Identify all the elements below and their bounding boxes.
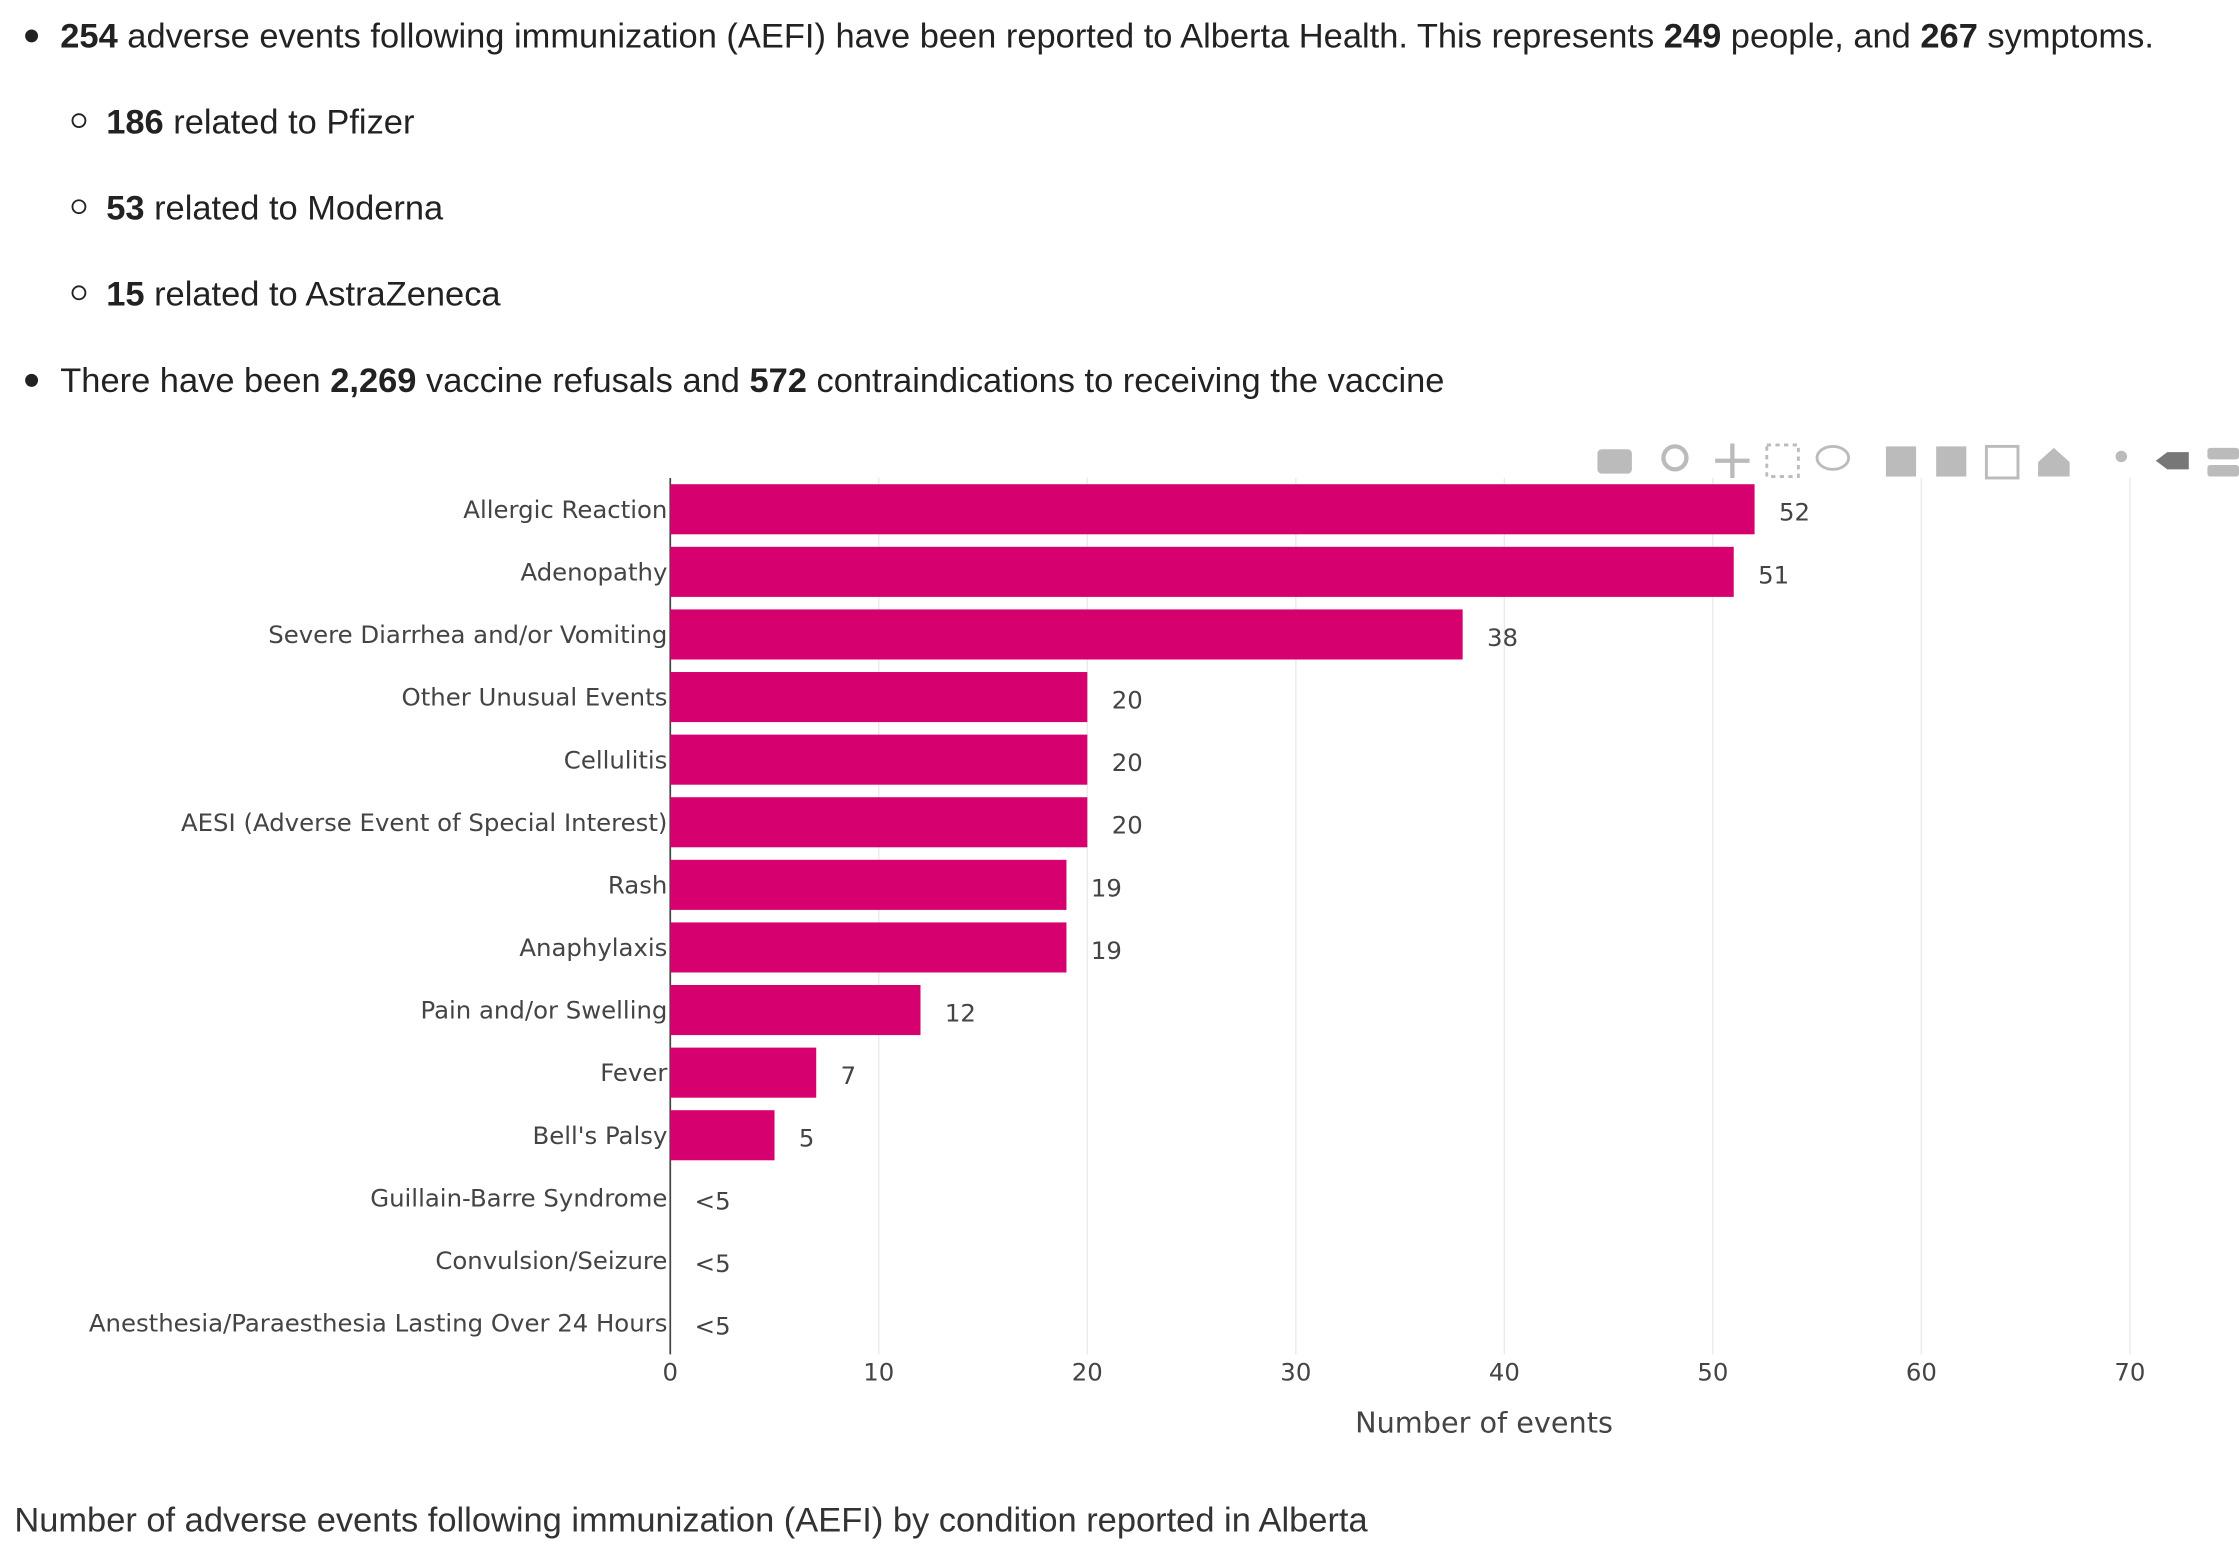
- y-tick-label: Cellulitis: [564, 745, 668, 774]
- autoscale-icon[interactable]: [1984, 444, 2020, 480]
- bar: [670, 985, 921, 1036]
- bullet-dot: [25, 373, 39, 387]
- data-label: 19: [1091, 936, 1122, 965]
- bold-figure: 53: [106, 190, 144, 228]
- text-run: adverse events following immunization (A…: [118, 17, 1664, 55]
- x-axis-title: Number of events: [1355, 1405, 1613, 1439]
- x-tick-label: 60: [1906, 1358, 1937, 1387]
- spike-icon[interactable]: [2115, 450, 2128, 463]
- data-label: 51: [1758, 560, 1789, 589]
- summary-line: 53 related to Moderna: [106, 190, 444, 228]
- text-run: related to Pfizer: [164, 104, 415, 142]
- reset-icon[interactable]: [2038, 447, 2070, 477]
- data-label: <5: [695, 1312, 731, 1341]
- data-label: <5: [695, 1186, 731, 1215]
- caption: Number of adverse events following immun…: [14, 1501, 1368, 1539]
- y-tick-label: Anaphylaxis: [519, 933, 667, 962]
- zoom-in-icon[interactable]: [1885, 446, 1917, 477]
- y-tick-label: Pain and/or Swelling: [420, 996, 667, 1025]
- text-run: people, and: [1721, 17, 1920, 55]
- y-tick-label: Other Unusual Events: [402, 683, 668, 712]
- text-run: vaccine refusals and: [416, 362, 749, 400]
- data-label: 20: [1112, 748, 1143, 777]
- select-icon[interactable]: [1765, 443, 1800, 478]
- data-label: 38: [1487, 623, 1518, 652]
- x-tick-label: 30: [1280, 1358, 1311, 1387]
- data-label: 20: [1112, 686, 1143, 715]
- y-tick-label: Anesthesia/Paraesthesia Lasting Over 24 …: [89, 1309, 668, 1338]
- y-tick-label: Adenopathy: [520, 557, 667, 586]
- text-run: related to AstraZeneca: [145, 276, 502, 314]
- text-run: related to Moderna: [145, 190, 444, 228]
- hover-compare-icon[interactable]: [2207, 447, 2239, 460]
- data-label: 12: [945, 999, 976, 1028]
- y-tick-label: Guillain-Barre Syndrome: [370, 1183, 667, 1212]
- data-label: 7: [841, 1061, 857, 1090]
- y-tick-label: Rash: [608, 870, 668, 899]
- bold-figure: 15: [106, 276, 144, 314]
- bar: [670, 1110, 775, 1161]
- data-label: 52: [1779, 498, 1810, 527]
- bar: [670, 546, 1734, 597]
- text-run: symptoms.: [1978, 17, 2154, 55]
- bar: [670, 922, 1067, 973]
- bullet-circle: [71, 285, 87, 301]
- summary-line: 15 related to AstraZeneca: [106, 276, 501, 314]
- pan-icon[interactable]: [1715, 443, 1750, 478]
- y-tick-label: Severe Diarrhea and/or Vomiting: [268, 620, 667, 649]
- data-label: 5: [799, 1124, 815, 1153]
- bullet-circle: [71, 199, 87, 215]
- zoom-out-icon[interactable]: [1936, 446, 1967, 477]
- x-tick-label: 10: [863, 1358, 894, 1387]
- bar: [670, 484, 1755, 535]
- text-run: contraindications to receiving the vacci…: [807, 362, 1444, 400]
- text-run: There have been: [60, 362, 330, 400]
- lasso-icon[interactable]: [1815, 444, 1851, 471]
- x-tick-label: 20: [1072, 1358, 1103, 1387]
- data-label: <5: [695, 1249, 731, 1278]
- camera-icon[interactable]: [1597, 449, 1632, 474]
- summary-line: 186 related to Pfizer: [106, 104, 414, 142]
- bold-figure: 186: [106, 104, 163, 142]
- bold-figure: 2,269: [330, 362, 416, 400]
- bar: [670, 797, 1088, 848]
- bar: [670, 672, 1088, 723]
- bold-figure: 249: [1664, 17, 1721, 55]
- y-tick-label: Fever: [600, 1058, 668, 1087]
- hover-compare-icon[interactable]: [2207, 465, 2239, 477]
- summary-line: 254 adverse events following immunizatio…: [60, 17, 2154, 55]
- data-label: 19: [1091, 873, 1122, 902]
- bold-figure: 572: [749, 362, 806, 400]
- bullet-dot: [25, 29, 39, 43]
- bar: [670, 859, 1067, 910]
- y-tick-label: AESI (Adverse Event of Special Interest): [181, 808, 667, 837]
- bar: [670, 609, 1463, 660]
- hover-closest-icon[interactable]: [2155, 452, 2189, 470]
- x-tick-label: 40: [1489, 1358, 1520, 1387]
- data-label: 20: [1112, 811, 1143, 840]
- y-tick-label: Bell's Palsy: [533, 1121, 668, 1150]
- bold-figure: 267: [1920, 17, 1977, 55]
- bar: [670, 1047, 817, 1098]
- bold-figure: 254: [60, 17, 117, 55]
- zoom-icon[interactable]: [1661, 444, 1689, 472]
- bar: [670, 734, 1088, 785]
- y-tick-label: Allergic Reaction: [463, 495, 667, 524]
- modebar: [1597, 443, 2239, 480]
- summary-line: There have been 2,269 vaccine refusals a…: [60, 362, 1444, 400]
- x-tick-label: 50: [1697, 1358, 1728, 1387]
- bullet-circle: [71, 113, 87, 128]
- x-tick-label: 0: [663, 1358, 679, 1387]
- x-tick-label: 70: [2114, 1358, 2145, 1387]
- y-tick-label: Convulsion/Seizure: [435, 1246, 667, 1275]
